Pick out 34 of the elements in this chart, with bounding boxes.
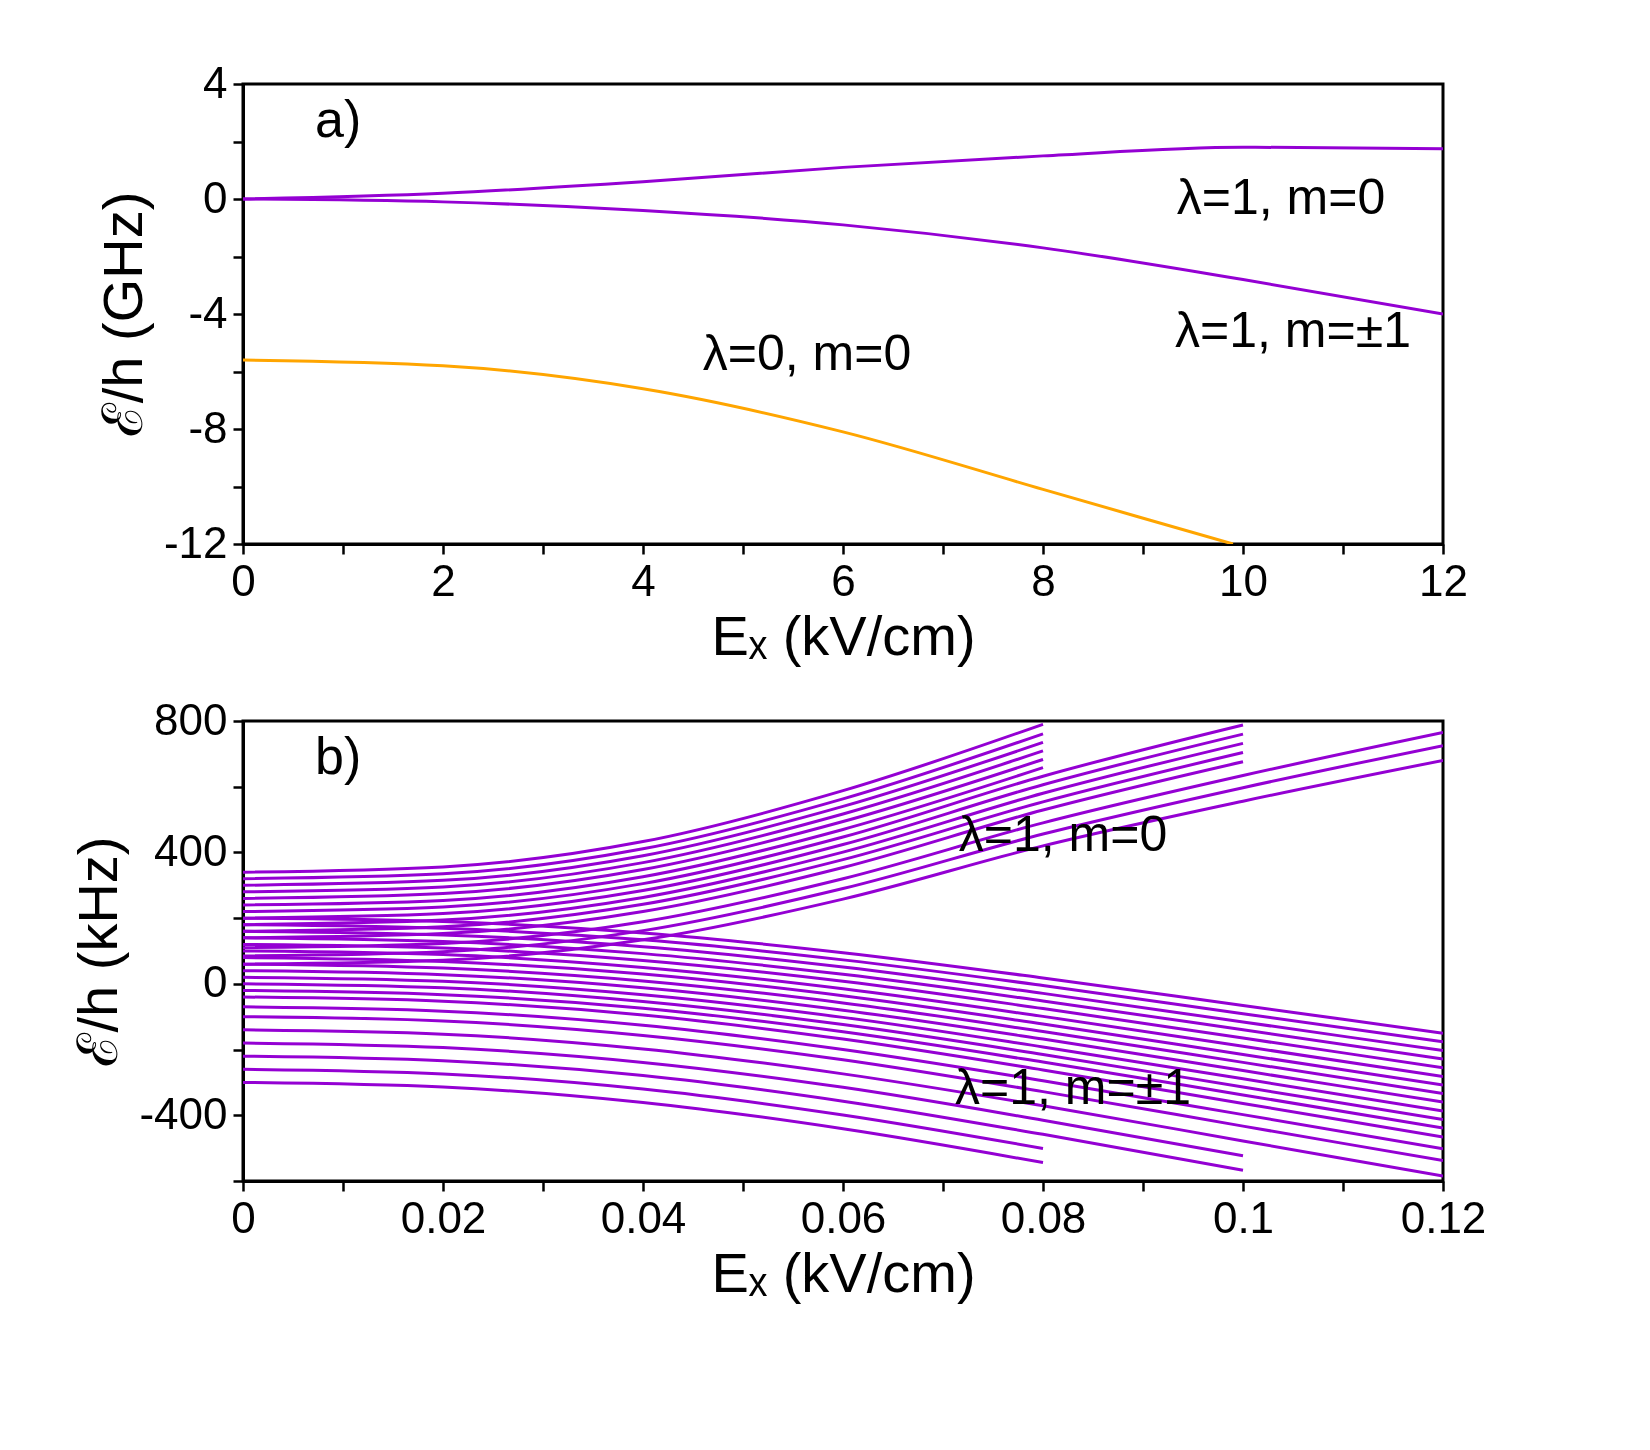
line-series: [243, 1028, 1443, 1178]
y-tick-label: -4: [188, 287, 228, 337]
x-axis-title: Eₓ (kV/cm): [711, 1240, 976, 1304]
line-series: [243, 1067, 1045, 1150]
annotation: a): [315, 89, 362, 148]
y-tick-label: 0: [203, 957, 228, 1007]
y-tick-label: -12: [163, 517, 228, 567]
y-tick-label: -400: [139, 1088, 228, 1138]
line-series: [243, 1041, 1245, 1158]
x-tick-label: 4: [631, 555, 656, 605]
x-tick-label: 0.12: [1400, 1192, 1487, 1242]
x-tick-label: 10: [1219, 555, 1268, 605]
x-tick-label: 0.06: [800, 1192, 887, 1242]
y-tick-label: 400: [154, 825, 228, 875]
x-tick-label: 0.02: [400, 1192, 487, 1242]
annotation: λ=1, m=±1: [1175, 302, 1411, 359]
y-axis-title: ℰ/h (GHz): [90, 191, 154, 438]
x-tick-label: 12: [1419, 555, 1468, 605]
line-series: [243, 1054, 1245, 1172]
y-tick-label: 4: [203, 57, 228, 107]
y-tick-label: -8: [188, 402, 228, 452]
x-axis-title: Eₓ (kV/cm): [711, 603, 976, 667]
x-tick-label: 2: [431, 555, 456, 605]
y-tick-label: 0: [203, 172, 228, 222]
x-tick-label: 8: [1031, 555, 1056, 605]
annotation: b): [315, 726, 362, 785]
annotation: λ=1, m=0: [1176, 169, 1386, 225]
y-tick-label: 800: [154, 694, 228, 744]
x-tick-label: 0.08: [1000, 1192, 1087, 1242]
annotation: λ=0, m=0: [702, 325, 912, 382]
x-tick-label: 6: [831, 555, 856, 605]
y-axis-title: ℰ/h (kHz): [66, 836, 130, 1067]
x-tick-label: 0.1: [1212, 1192, 1275, 1242]
x-tick-label: 0.04: [600, 1192, 687, 1242]
